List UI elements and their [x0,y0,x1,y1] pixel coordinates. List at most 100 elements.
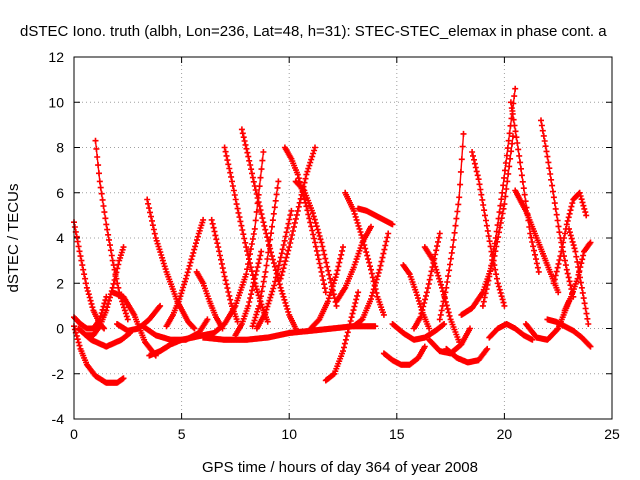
data-point-marker [425,280,432,287]
data-point-marker [317,264,324,271]
data-point-marker [447,255,454,262]
data-point-marker [380,311,387,318]
data-point-marker [583,212,590,219]
data-point-marker [499,210,506,217]
data-point-marker [578,284,585,291]
data-point-marker [567,232,574,239]
data-point-marker [432,251,439,258]
data-point-marker [214,240,221,247]
data-point-marker [576,268,583,274]
data-point-marker [238,222,245,229]
data-point-marker [573,253,580,260]
data-point-marker [247,162,254,168]
data-point-marker [484,227,491,234]
data-point-marker [352,300,359,306]
data-point-marker [563,266,570,273]
y-tick-label: -2 [52,366,65,382]
data-point-marker [430,257,437,264]
data-point-marker [294,207,301,214]
data-point-marker [277,275,284,282]
data-point-marker [215,244,222,251]
data-point-marker [269,217,276,224]
data-point-marker [286,244,293,251]
chart-title: dSTEC Iono. truth (albh, Lon=236, Lat=48… [20,23,607,40]
y-tick-label: 2 [56,275,64,291]
data-point-marker [251,225,258,232]
data-point-marker [113,269,120,276]
data-point-marker [560,239,567,246]
data-point-marker [562,230,568,237]
data-point-marker [491,240,498,247]
data-point-marker [321,285,328,292]
data-point-marker [436,230,443,237]
data-point-marker [252,217,259,224]
data-point-marker [533,260,540,267]
data-point-marker [84,288,91,294]
data-point-marker [373,276,380,283]
data-point-marker [490,246,497,252]
data-point-marker [106,297,112,304]
data-point-marker [442,289,449,296]
data-point-marker [506,130,513,137]
data-point-marker [242,141,249,148]
data-point-marker [93,145,100,152]
data-point-marker [554,326,561,333]
data-point-marker [437,278,444,285]
data-point-marker [249,170,255,177]
data-point-marker [308,156,315,163]
x-tick-label: 20 [497,426,513,442]
data-point-marker [121,307,128,314]
data-point-marker [111,277,118,283]
data-point-marker [568,203,575,210]
data-point-marker [512,128,519,135]
data-point-marker [218,256,224,263]
data-point-marker [291,223,297,230]
data-point-marker [277,284,284,291]
data-point-marker [434,269,441,276]
data-point-marker [291,219,298,226]
data-point-marker [582,305,589,312]
data-point-marker [350,207,357,214]
data-series-19 [253,207,295,332]
data-point-marker [183,272,190,279]
data-point-marker [483,217,489,224]
data-point-marker [515,146,522,153]
data-point-marker [79,262,86,269]
data-point-marker [320,277,327,284]
data-point-marker [349,310,356,317]
data-point-marker [436,275,443,282]
data-point-marker [78,257,85,264]
data-point-marker [487,243,494,250]
data-point-marker [424,285,431,292]
data-point-marker [267,236,274,243]
data-point-marker [190,324,197,331]
data-point-marker [479,302,486,309]
data-point-marker [275,266,281,273]
data-point-marker [479,196,486,203]
data-point-marker [333,271,340,278]
data-point-marker [259,283,266,290]
data-point-marker [83,284,90,291]
data-point-marker [433,247,440,254]
data-point-marker [261,273,268,280]
data-point-marker [282,233,289,240]
data-point-marker [499,189,506,196]
data-point-marker [367,263,373,270]
data-series-8 [144,196,198,332]
data-point-marker [258,288,265,295]
data-point-marker [564,270,571,277]
data-point-marker [508,148,515,155]
data-point-marker [336,259,343,266]
data-point-marker [107,294,113,301]
data-point-marker [310,231,317,238]
data-point-marker [216,248,223,255]
data-point-marker [285,247,292,254]
data-point-marker [255,191,262,198]
data-point-marker [245,261,252,268]
data-point-marker [495,283,502,290]
data-point-marker [295,203,302,210]
data-point-marker [254,200,261,207]
data-point-marker [226,292,233,299]
data-point-marker [335,263,342,270]
data-point-marker [191,246,198,253]
